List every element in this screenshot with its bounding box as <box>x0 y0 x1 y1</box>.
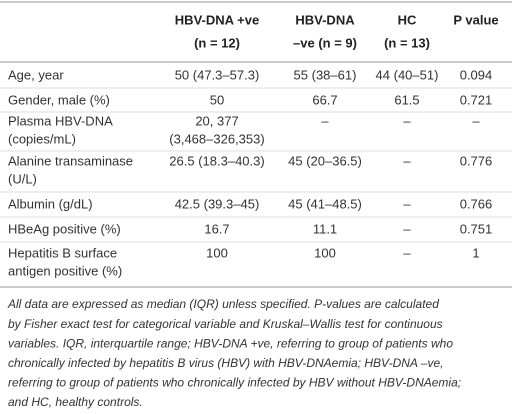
column-header: HBV-DNA +ve <box>175 12 259 27</box>
column-header: P value <box>453 12 498 27</box>
cell-value: 0.766 <box>460 196 493 211</box>
row-label: HBeAg positive (%) <box>8 221 121 236</box>
cell-value: 16.7 <box>204 221 229 236</box>
footnote-line: and HC, healthy controls. <box>8 395 143 409</box>
row-label: Age, year <box>8 67 64 82</box>
row-label: (U/L) <box>8 171 37 186</box>
row-label: Gender, male (%) <box>8 92 110 107</box>
cell-value: (3,468–326,353) <box>169 131 264 146</box>
cell-value: 42.5 (39.3–45) <box>175 196 260 211</box>
cell-value: 45 (20–36.5) <box>288 153 362 168</box>
column-header: (n = 12) <box>194 35 240 50</box>
cell-value: 44 (40–51) <box>376 67 439 82</box>
footnote-line: referring to group of patients who chron… <box>8 376 461 390</box>
cell-value: – <box>472 113 480 128</box>
cell-value: – <box>403 245 411 260</box>
cell-value: 1 <box>472 245 479 260</box>
cell-value: 66.7 <box>312 92 337 107</box>
cell-value: 55 (38–61) <box>294 67 357 82</box>
cell-value: 0.776 <box>460 153 493 168</box>
cell-value: 50 (47.3–57.3) <box>175 67 260 82</box>
cell-value: – <box>403 196 411 211</box>
footnote-line: All data are expressed as median (IQR) u… <box>7 297 439 311</box>
cell-value: 11.1 <box>313 221 337 236</box>
row-label: Plasma HBV-DNA <box>8 113 113 128</box>
row-label: Albumin (g/dL) <box>8 196 93 211</box>
cell-value: 0.721 <box>460 92 493 107</box>
cell-value: 100 <box>206 245 228 260</box>
column-header: HC <box>398 12 417 27</box>
cell-value: – <box>321 113 329 128</box>
row-label: antigen positive (%) <box>8 263 122 278</box>
column-header: HBV-DNA <box>295 12 355 27</box>
row-label: (copies/mL) <box>8 131 76 146</box>
cell-value: 61.5 <box>394 92 419 107</box>
cell-value: 50 <box>210 92 224 107</box>
cell-value: – <box>403 221 411 236</box>
cell-value: – <box>403 153 411 168</box>
cell-value: 0.751 <box>460 221 493 236</box>
cell-value: 20, 377 <box>195 113 238 128</box>
cell-value: 26.5 (18.3–40.3) <box>169 153 264 168</box>
column-header: (n = 13) <box>384 35 430 50</box>
row-label: Alanine transaminase <box>8 153 133 168</box>
cell-value: 0.094 <box>460 67 493 82</box>
footnote-line: chronically infected by hepatitis B viru… <box>8 356 443 370</box>
cell-value: – <box>403 113 411 128</box>
row-label: Hepatitis B surface <box>8 245 117 260</box>
column-header: –ve (n = 9) <box>293 35 357 50</box>
footnote-line: by Fisher exact test for categorical var… <box>8 317 443 331</box>
cell-value: 45 (41–48.5) <box>288 196 362 211</box>
cell-value: 100 <box>314 245 336 260</box>
footnote-line: variables. IQR, interquartile range; HBV… <box>8 336 453 350</box>
